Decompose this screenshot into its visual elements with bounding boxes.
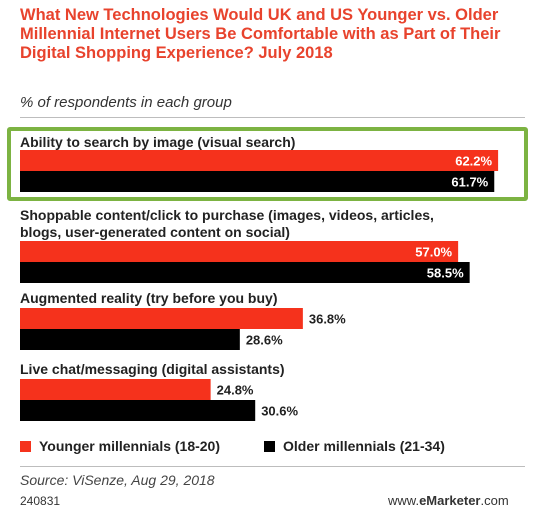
bottom-divider (20, 466, 525, 467)
chart-id: 240831 (20, 494, 61, 508)
value-label: 58.5% (427, 266, 464, 281)
bar-chart: Ability to search by image (visual searc… (20, 134, 499, 421)
legend: Younger millennials (18-20) Older millen… (20, 438, 489, 454)
value-label: 62.2% (455, 154, 492, 169)
category-label: Ability to search by image (visual searc… (20, 134, 295, 150)
value-label: 30.6% (261, 404, 298, 419)
category-label: blogs, user-generated content on social) (20, 224, 290, 240)
legend-label-younger: Younger millennials (18-20) (39, 438, 221, 454)
legend-item-older: Older millennials (21-34) (264, 438, 445, 454)
bar-older (20, 171, 495, 192)
category-label: Shoppable content/click to purchase (ima… (20, 207, 434, 223)
brand-name: eMarketer (419, 493, 481, 508)
bar-older (20, 400, 256, 421)
legend-label-older: Older millennials (21-34) (283, 438, 445, 454)
bar-older (20, 262, 470, 283)
bar-younger (20, 308, 303, 329)
value-label: 61.7% (451, 175, 488, 190)
category-label: Live chat/messaging (digital assistants) (20, 361, 285, 377)
bar-older (20, 329, 240, 350)
category-label: Augmented reality (try before you buy) (20, 290, 277, 306)
bar-younger (20, 241, 459, 262)
value-label: 24.8% (217, 383, 254, 398)
brand-logo: www.eMarketer.com (388, 493, 509, 508)
source-note: Source: ViSenze, Aug 29, 2018 (20, 472, 215, 488)
brand-suffix: .com (480, 493, 509, 508)
value-label: 36.8% (309, 312, 346, 327)
chart-subtitle: % of respondents in each group (20, 94, 232, 111)
bar-younger (20, 150, 499, 171)
legend-swatch-younger (20, 440, 31, 452)
highlight-box (7, 127, 528, 201)
legend-item-younger: Younger millennials (18-20) (20, 438, 220, 454)
brand-prefix: www. (388, 493, 420, 508)
value-label: 57.0% (415, 245, 452, 260)
legend-swatch-older (264, 440, 276, 452)
chart-title: What New Technologies Would UK and US Yo… (20, 6, 501, 62)
top-divider (20, 117, 525, 118)
bar-younger (20, 379, 211, 400)
value-label: 28.6% (246, 333, 283, 348)
